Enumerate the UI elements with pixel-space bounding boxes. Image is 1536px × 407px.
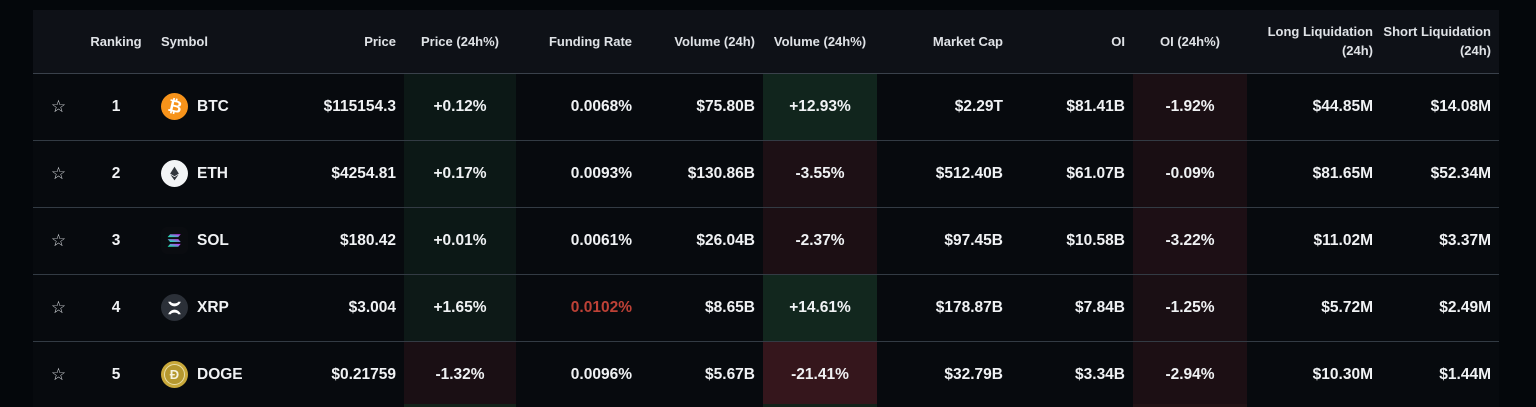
oi-24h-pct-cell: -3.22% xyxy=(1133,207,1247,275)
favorite-star-icon[interactable]: ☆ xyxy=(33,274,84,342)
symbol-label: ETH xyxy=(197,164,228,182)
header-price-24h-pct[interactable]: Price (24h%) xyxy=(404,10,516,74)
header-oi[interactable]: OI xyxy=(1011,10,1133,74)
volume-24h-cell: $75.80B xyxy=(640,73,763,141)
sol-icon xyxy=(161,227,188,254)
favorite-star-icon[interactable]: ☆ xyxy=(33,207,84,275)
header-funding-rate[interactable]: Funding Rate xyxy=(516,10,640,74)
symbol-label: SOL xyxy=(197,231,229,249)
short-liquidation-cell: $3.37M xyxy=(1381,207,1499,275)
volume-24h-pct-cell: +12.93% xyxy=(763,73,877,141)
header-symbol[interactable]: Symbol xyxy=(148,10,280,74)
volume-24h-pct-cell: +14.61% xyxy=(763,274,877,342)
xrp-icon xyxy=(161,294,188,321)
next-row-oi-pct-tint xyxy=(1133,404,1247,407)
price-24h-pct-cell: +0.01% xyxy=(404,207,516,275)
price-24h-pct-cell: +1.65% xyxy=(404,274,516,342)
symbol-label: DOGE xyxy=(197,365,243,383)
table-row-xrp[interactable]: ☆ 4 XRP $3.004 +1.65% 0.0102% $8.65B +14… xyxy=(33,274,1499,342)
long-liquidation-cell: $10.30M xyxy=(1247,341,1381,407)
long-liquidation-cell: $81.65M xyxy=(1247,140,1381,208)
market-cap-cell: $32.79B xyxy=(877,341,1011,407)
next-row-cropped xyxy=(33,404,1499,407)
oi-24h-pct-cell: -2.94% xyxy=(1133,341,1247,407)
table-row-doge[interactable]: ☆ 5 Ð DOGE $0.21759 -1.32% 0.0096% $5.67… xyxy=(33,341,1499,407)
price-cell: $4254.81 xyxy=(280,140,404,208)
header-oi-24h-pct[interactable]: OI (24h%) xyxy=(1133,10,1247,74)
volume-24h-pct-cell: -21.41% xyxy=(763,341,877,407)
volume-24h-pct-cell: -3.55% xyxy=(763,140,877,208)
long-liquidation-cell: $5.72M xyxy=(1247,274,1381,342)
header-ranking[interactable]: Ranking xyxy=(84,10,148,74)
volume-24h-pct-cell: -2.37% xyxy=(763,207,877,275)
funding-rate-cell: 0.0096% xyxy=(516,341,640,407)
table-header-row: Ranking Symbol Price Price (24h%) Fundin… xyxy=(33,10,1499,74)
short-liquidation-cell: $52.34M xyxy=(1381,140,1499,208)
long-liquidation-cell: $44.85M xyxy=(1247,73,1381,141)
doge-icon: Ð xyxy=(161,361,188,388)
price-cell: $180.42 xyxy=(280,207,404,275)
next-row-price-pct-tint xyxy=(404,404,516,407)
symbol-label: XRP xyxy=(197,298,229,316)
favorite-star-icon[interactable]: ☆ xyxy=(33,341,84,407)
rank-cell: 1 xyxy=(84,73,148,141)
oi-cell: $61.07B xyxy=(1011,140,1133,208)
funding-rate-cell: 0.0102% xyxy=(516,274,640,342)
rank-cell: 2 xyxy=(84,140,148,208)
market-cap-cell: $178.87B xyxy=(877,274,1011,342)
next-row-volume-pct-tint xyxy=(763,404,877,407)
funding-rate-cell: 0.0093% xyxy=(516,140,640,208)
oi-24h-pct-cell: -0.09% xyxy=(1133,140,1247,208)
rank-cell: 3 xyxy=(84,207,148,275)
btc-icon: ₿ xyxy=(161,93,188,120)
price-24h-pct-cell: +0.17% xyxy=(404,140,516,208)
symbol-label: BTC xyxy=(197,97,229,115)
volume-24h-cell: $130.86B xyxy=(640,140,763,208)
favorite-star-icon[interactable]: ☆ xyxy=(33,140,84,208)
volume-24h-cell: $5.67B xyxy=(640,341,763,407)
header-short-liquidation[interactable]: Short Liquidation (24h) xyxy=(1381,10,1499,74)
market-cap-cell: $512.40B xyxy=(877,140,1011,208)
funding-rate-cell: 0.0061% xyxy=(516,207,640,275)
header-long-liquidation[interactable]: Long Liquidation (24h) xyxy=(1247,10,1381,74)
price-cell: $115154.3 xyxy=(280,73,404,141)
price-cell: $0.21759 xyxy=(280,341,404,407)
market-cap-cell: $2.29T xyxy=(877,73,1011,141)
long-liquidation-cell: $11.02M xyxy=(1247,207,1381,275)
funding-rate-cell: 0.0068% xyxy=(516,73,640,141)
volume-24h-cell: $8.65B xyxy=(640,274,763,342)
oi-24h-pct-cell: -1.92% xyxy=(1133,73,1247,141)
table-row-eth[interactable]: ☆ 2 ETH $4254.81 +0.17% 0.0093% $130.86B… xyxy=(33,140,1499,208)
header-price[interactable]: Price xyxy=(280,10,404,74)
short-liquidation-cell: $1.44M xyxy=(1381,341,1499,407)
oi-cell: $81.41B xyxy=(1011,73,1133,141)
oi-cell: $7.84B xyxy=(1011,274,1133,342)
header-market-cap[interactable]: Market Cap xyxy=(877,10,1011,74)
price-cell: $3.004 xyxy=(280,274,404,342)
table-row-sol[interactable]: ☆ 3 SOL $180.42 +0.01% 0.0061% $26. xyxy=(33,207,1499,275)
oi-cell: $3.34B xyxy=(1011,341,1133,407)
header-volume-24h[interactable]: Volume (24h) xyxy=(640,10,763,74)
market-cap-cell: $97.45B xyxy=(877,207,1011,275)
short-liquidation-cell: $14.08M xyxy=(1381,73,1499,141)
favorite-star-icon[interactable]: ☆ xyxy=(33,73,84,141)
rank-cell: 5 xyxy=(84,341,148,407)
price-24h-pct-cell: -1.32% xyxy=(404,341,516,407)
oi-cell: $10.58B xyxy=(1011,207,1133,275)
table-row-btc[interactable]: ☆ 1 ₿ BTC $115154.3 +0.12% 0.0068% $75.8… xyxy=(33,73,1499,141)
crypto-futures-table: Ranking Symbol Price Price (24h%) Fundin… xyxy=(33,10,1499,407)
header-volume-24h-pct[interactable]: Volume (24h%) xyxy=(763,10,877,74)
short-liquidation-cell: $2.49M xyxy=(1381,274,1499,342)
rank-cell: 4 xyxy=(84,274,148,342)
oi-24h-pct-cell: -1.25% xyxy=(1133,274,1247,342)
volume-24h-cell: $26.04B xyxy=(640,207,763,275)
price-24h-pct-cell: +0.12% xyxy=(404,73,516,141)
header-favorite xyxy=(33,10,84,74)
eth-icon xyxy=(161,160,188,187)
